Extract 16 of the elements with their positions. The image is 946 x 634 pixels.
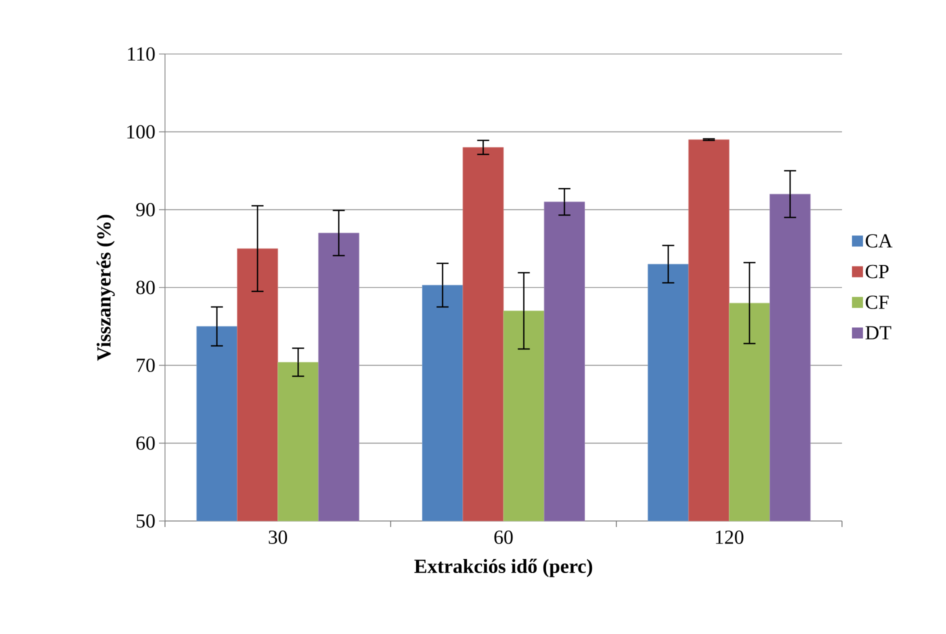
y-tick-label: 90 (136, 202, 155, 216)
x-axis-title: Extrakciós idő (perc) (414, 558, 592, 578)
x-tick-label: 60 (494, 530, 513, 544)
x-tick-label: 120 (716, 530, 744, 544)
x-tick-label: 30 (268, 530, 288, 544)
y-tick-label: 80 (136, 280, 155, 294)
y-tick-label: 110 (128, 47, 155, 61)
legend-label: CF (866, 296, 889, 309)
y-axis-title: Visszanyerés (%) (96, 214, 115, 361)
y-tick-label: 100 (127, 125, 155, 139)
y-tick-label: 60 (136, 436, 155, 450)
legend-label: CA (866, 234, 892, 248)
legend-label: CP (866, 264, 889, 278)
y-tick-label: 50 (136, 514, 155, 528)
y-tick-label: 70 (136, 358, 155, 372)
legend-label: DT (866, 326, 892, 340)
